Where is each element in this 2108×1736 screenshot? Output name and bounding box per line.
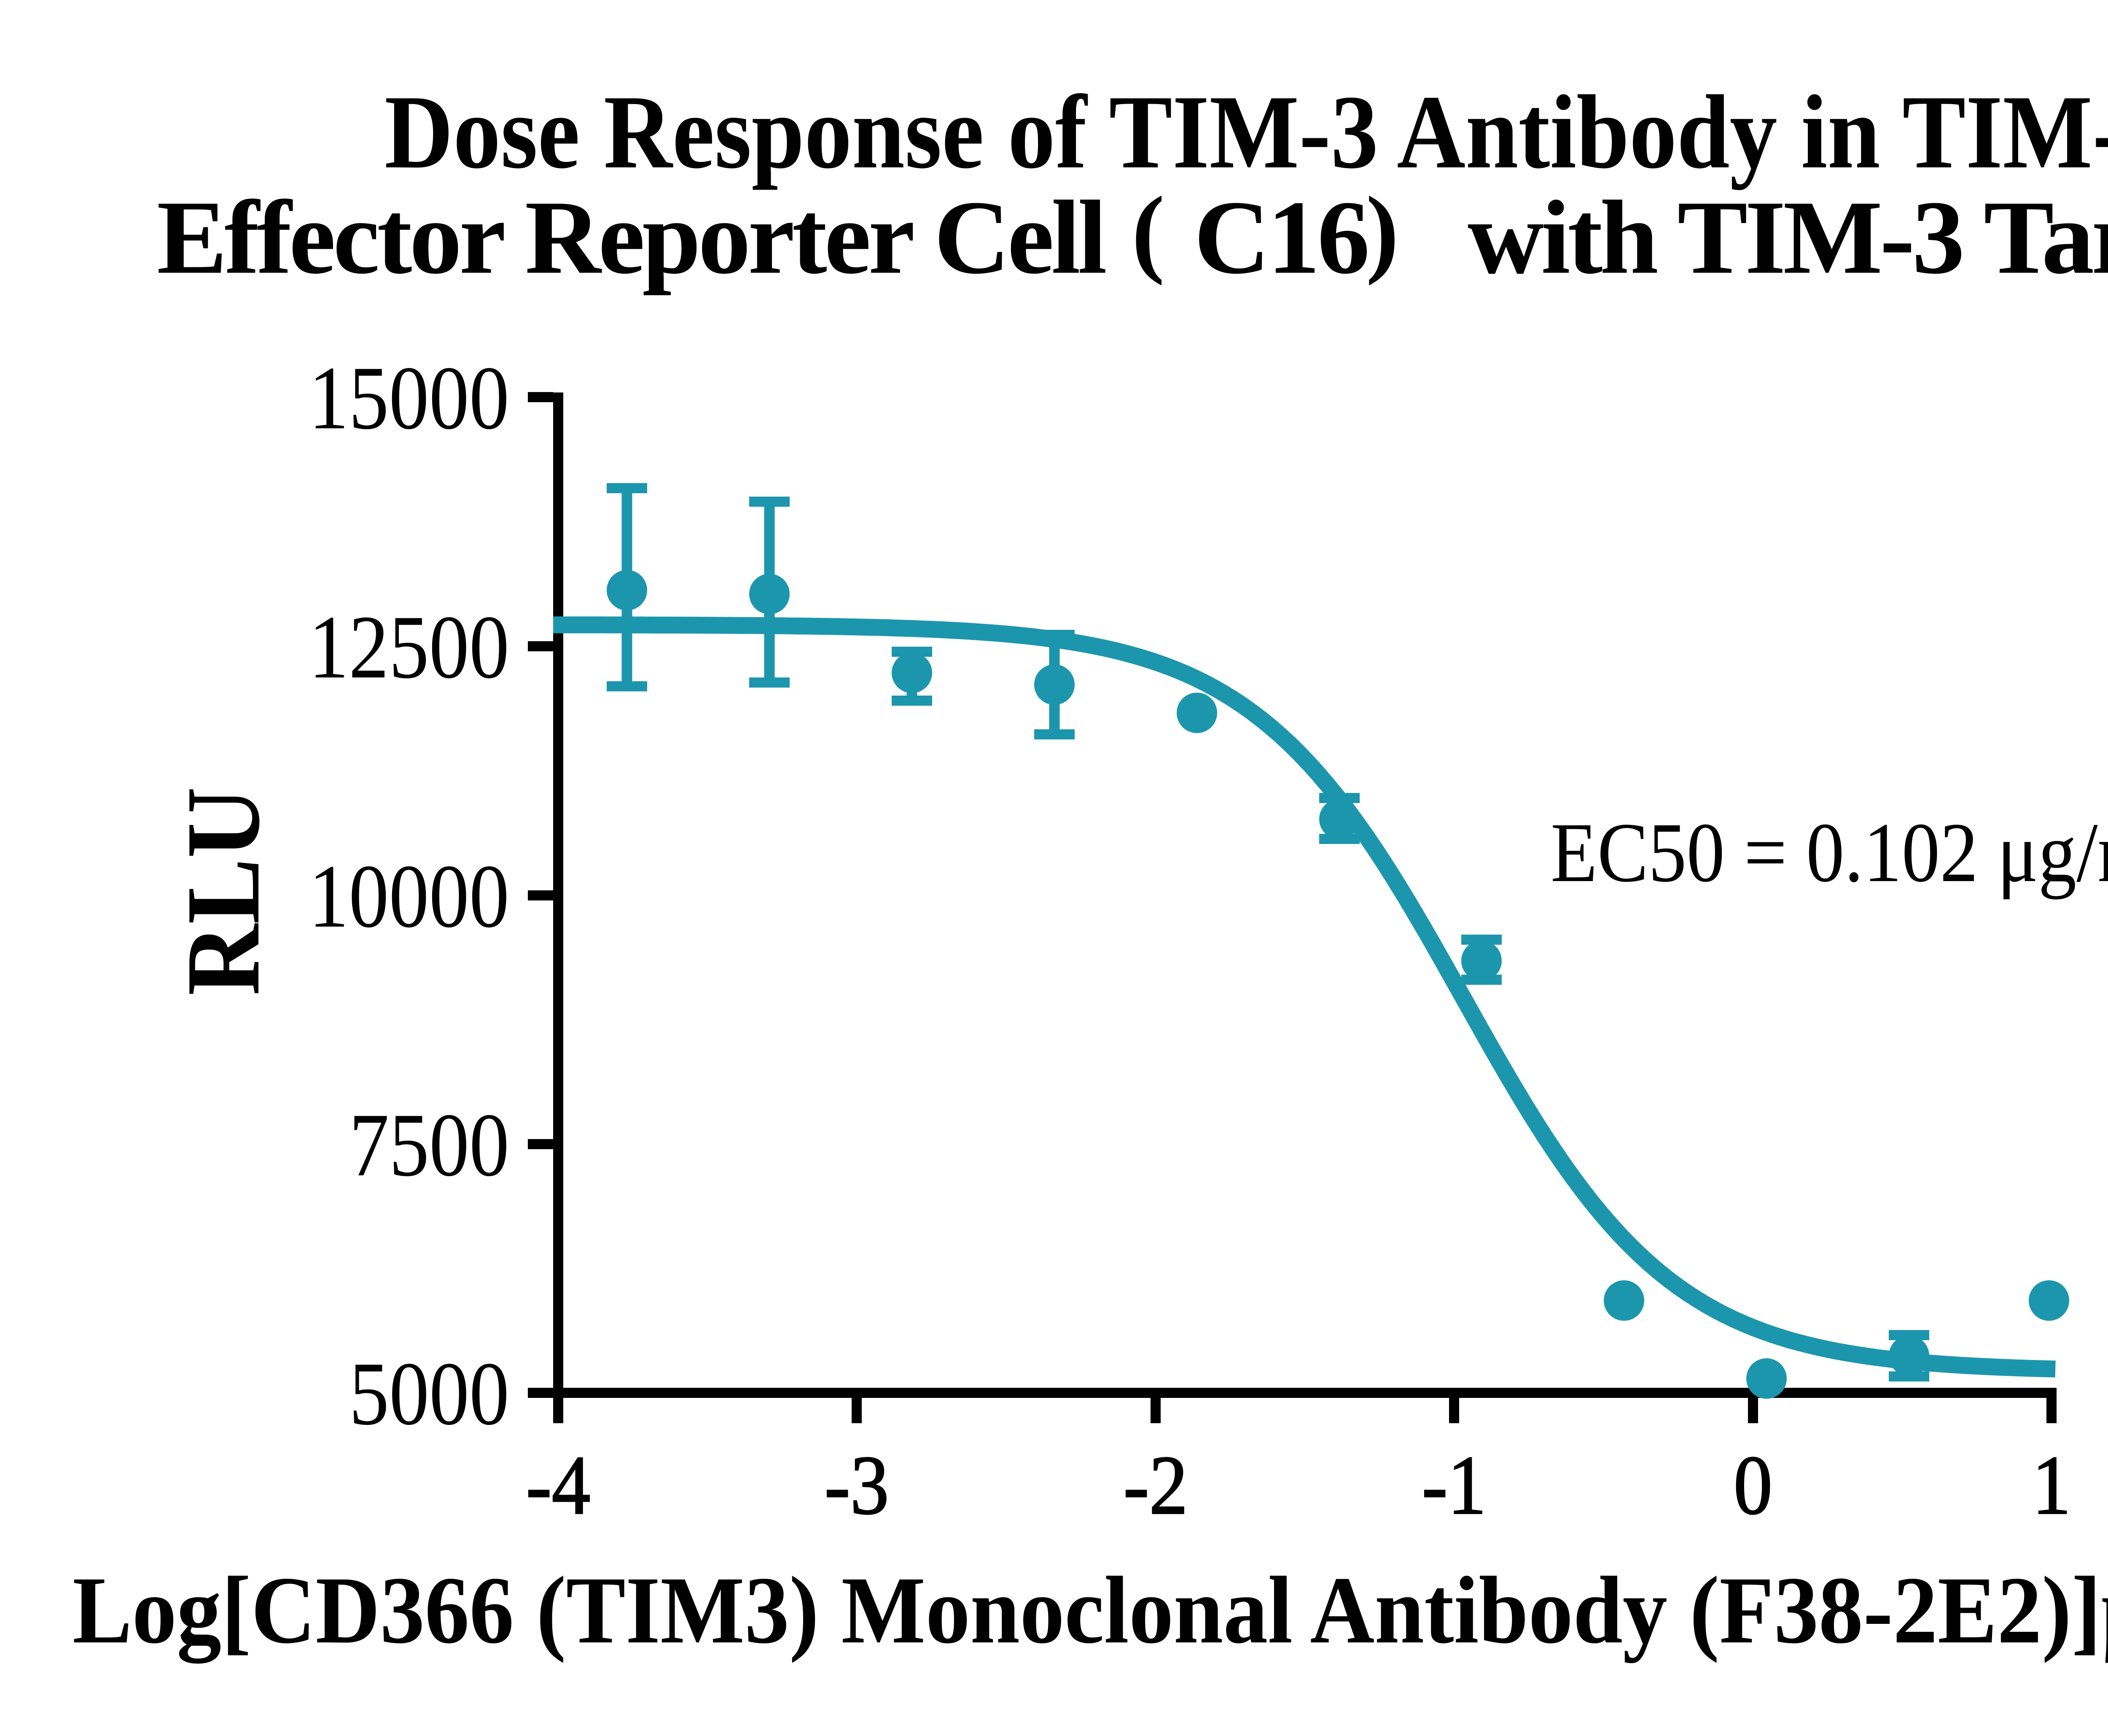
svg-text:-4: -4 (526, 1439, 591, 1532)
svg-text:-2: -2 (1124, 1439, 1188, 1532)
svg-text:1: 1 (2032, 1439, 2071, 1532)
svg-text:EC50 = 0.102 μg/ml: EC50 = 0.102 μg/ml (1551, 805, 2108, 900)
svg-text:7500: 7500 (349, 1094, 509, 1195)
svg-text:15000: 15000 (309, 347, 509, 448)
svg-text:Log[CD366 (TIM3) Monoclonal An: Log[CD366 (TIM3) Monoclonal Antibody (F3… (73, 1557, 2108, 1664)
svg-text:-1: -1 (1422, 1439, 1487, 1532)
svg-text:12500: 12500 (309, 597, 509, 697)
svg-text:10000: 10000 (309, 846, 509, 946)
svg-text:5000: 5000 (349, 1343, 509, 1444)
svg-text:RLU: RLU (165, 787, 282, 996)
svg-text:Effector Reporter Cell(C16) wi: Effector Reporter Cell(C16) with TIM-3 T… (157, 176, 2108, 296)
svg-text:-3: -3 (825, 1439, 889, 1532)
svg-text:Dose Response of TIM-3 Antibod: Dose Response of TIM-3 Antibody in TIM-3 (384, 74, 2108, 191)
svg-text:0: 0 (1734, 1439, 1772, 1532)
